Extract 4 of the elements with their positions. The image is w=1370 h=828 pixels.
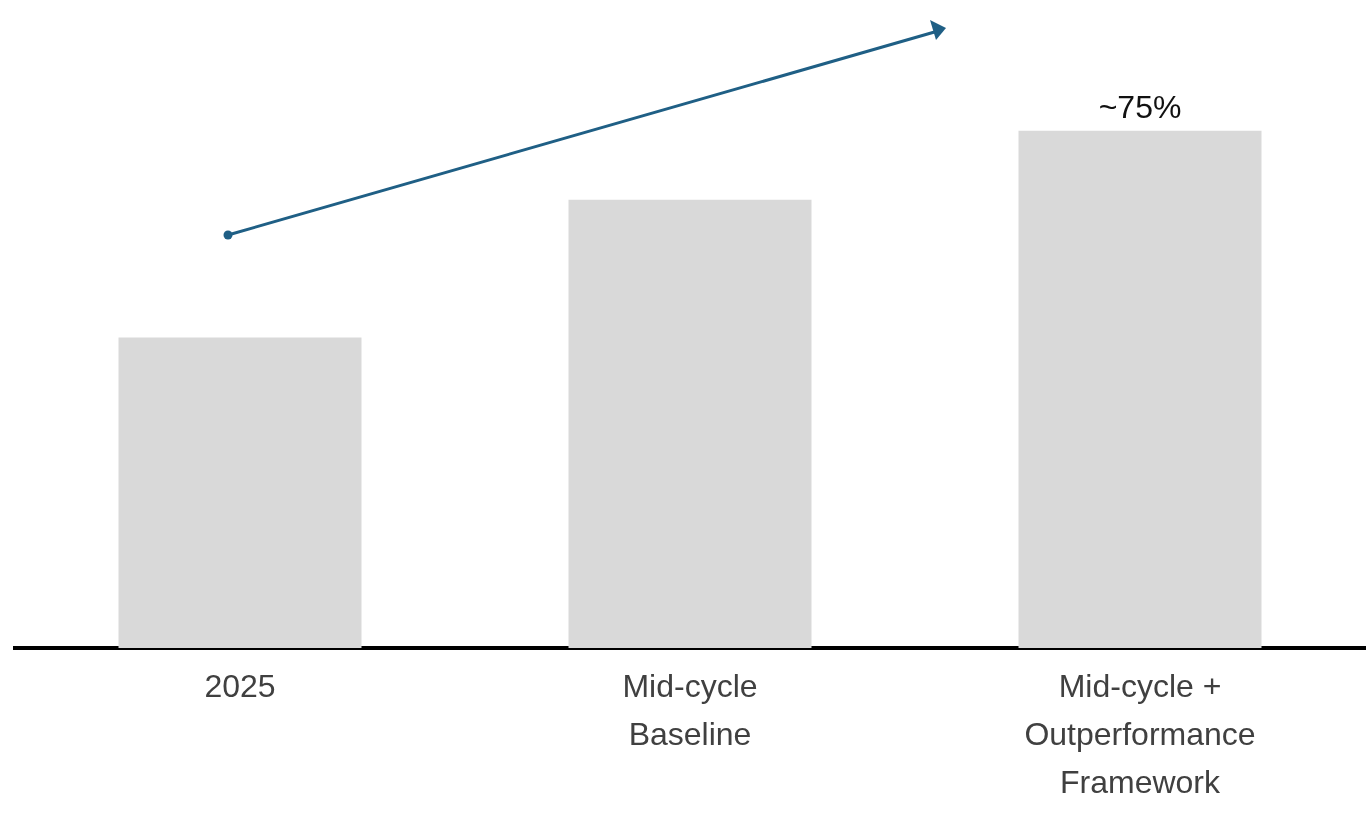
data-label: ~75% bbox=[1098, 88, 1182, 125]
x-tick-label: Mid-cycle + Outperformance Framework bbox=[1024, 667, 1256, 800]
x-tick-label: Mid-cycle Baseline bbox=[622, 667, 758, 752]
x-tick-label: 2025 bbox=[204, 667, 276, 704]
